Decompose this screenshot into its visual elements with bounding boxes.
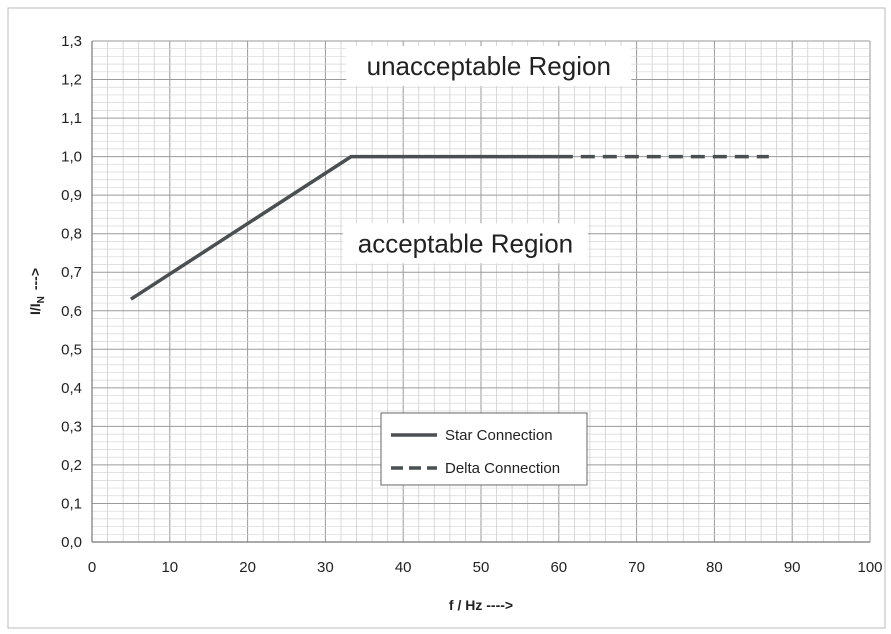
acceptable-region-label: acceptable Region — [358, 228, 573, 258]
unacceptable-region-label: unacceptable Region — [367, 51, 611, 81]
chart-border — [7, 7, 886, 629]
x-tick-label: 20 — [239, 559, 256, 576]
y-axis-title-arrow: ---> — [27, 268, 43, 290]
y-tick-label: 1,0 — [61, 149, 82, 166]
y-tick-label: 0,9 — [61, 187, 82, 204]
y-axis-title: I/IN ---> — [27, 268, 47, 315]
x-tick-label: 50 — [473, 559, 490, 576]
region-label-background — [346, 46, 632, 87]
y-axis-title-main: I/I — [27, 303, 43, 315]
y-tick-label: 1,3 — [61, 33, 82, 50]
x-tick-label: 90 — [784, 559, 801, 576]
axes: 0 10 20 30 40 50 60 70 80 90 100 0,0 0,1 0,2 0,3 0,4 0,5… — [27, 33, 883, 613]
y-tick-label: 0,2 — [61, 457, 82, 474]
y-tick-label: 0,0 — [61, 534, 82, 551]
y-axis-title-text: I/IN ---> — [27, 268, 47, 315]
y-axis-title-subscript: N — [36, 296, 47, 303]
y-tick-label: 0,1 — [61, 495, 82, 512]
series-group — [129, 154, 769, 301]
y-tick-label: 1,1 — [61, 110, 82, 127]
x-axis-title: f / Hz ----> — [449, 597, 513, 613]
y-tick-label: 0,6 — [61, 303, 82, 320]
x-tick-label: 100 — [857, 559, 882, 576]
x-tick-label: 40 — [395, 559, 412, 576]
y-tick-label: 0,5 — [61, 341, 82, 358]
legend: Star Connection Delta Connection — [380, 412, 588, 486]
x-tick-label: 0 — [88, 559, 96, 576]
x-tick-label: 70 — [628, 559, 645, 576]
legend-box — [380, 412, 588, 486]
x-tick-label: 30 — [317, 559, 334, 576]
y-tick-label: 1,2 — [61, 72, 82, 89]
x-tick-label: 80 — [706, 559, 723, 576]
annotations: unacceptable Region acceptable Region — [342, 46, 632, 264]
legend-entry: Star Connection — [445, 427, 553, 444]
y-tick-label: 0,8 — [61, 226, 82, 243]
legend-entry: Delta Connection — [445, 460, 560, 477]
y-tick-label: 0,4 — [61, 380, 82, 397]
y-tick-label: 0,3 — [61, 418, 82, 435]
star-connection-line — [129, 154, 559, 301]
y-tick-label: 0,7 — [61, 264, 82, 281]
region-label-background — [342, 223, 588, 264]
x-tick-label: 10 — [161, 559, 178, 576]
x-tick-label: 60 — [550, 559, 567, 576]
